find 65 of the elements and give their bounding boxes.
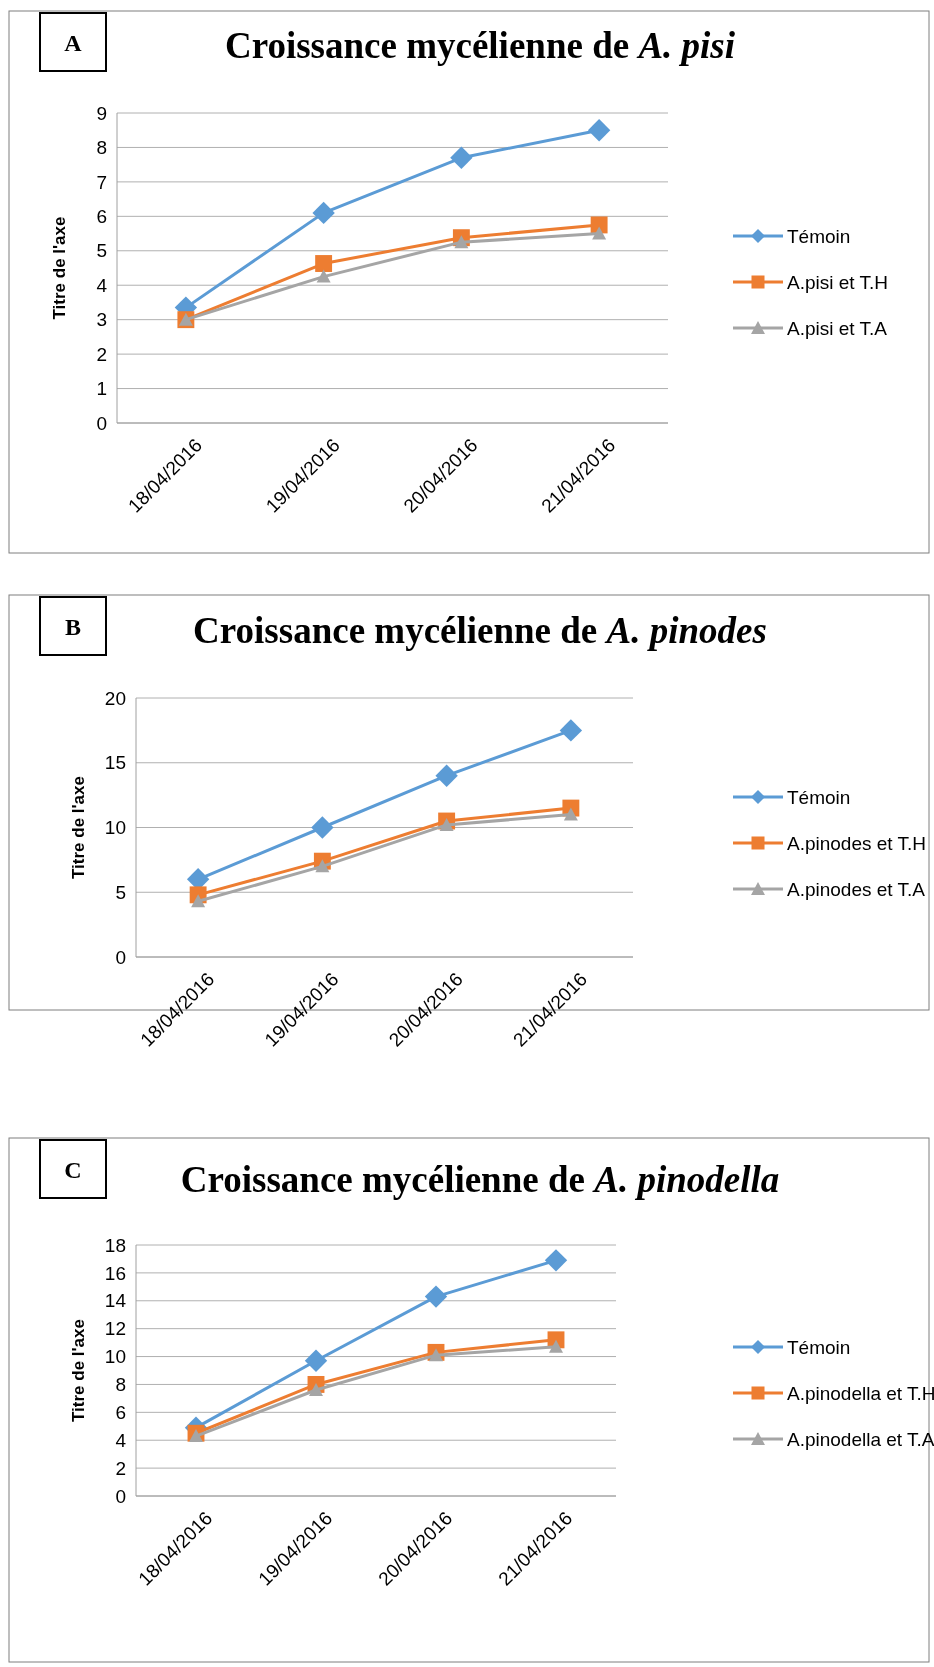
point xyxy=(189,1429,203,1443)
point xyxy=(544,1249,568,1272)
legend-label: Témoin xyxy=(787,225,851,247)
y-tick-label: 5 xyxy=(115,881,126,903)
legend-label: A.pisi et T.A xyxy=(787,317,888,339)
y-tick-label: 5 xyxy=(96,240,107,262)
y-tick-label: 18 xyxy=(104,1234,126,1256)
chart-title: Croissance mycélienne de A. pisi xyxy=(224,25,736,66)
y-tick-label: 16 xyxy=(104,1262,126,1284)
y-tick-label: 8 xyxy=(96,137,107,159)
y-tick-label: 14 xyxy=(104,1290,127,1312)
point xyxy=(424,1285,448,1308)
chart-title: Croissance mycélienne de A. pinodes xyxy=(193,610,767,651)
point xyxy=(304,1349,328,1372)
y-tick-label: 6 xyxy=(96,205,107,227)
point xyxy=(316,269,331,283)
y-axis-title: Titre de l'axe xyxy=(69,776,88,879)
point xyxy=(563,807,578,821)
y-tick-label: 3 xyxy=(96,309,107,331)
legend-label: A.pisi et T.H xyxy=(787,271,889,293)
text: B xyxy=(64,614,82,640)
point xyxy=(454,235,469,249)
y-tick-label: 10 xyxy=(104,1346,126,1368)
legend-label: Témoin xyxy=(787,786,851,808)
point xyxy=(191,894,206,908)
point xyxy=(587,119,611,142)
point xyxy=(450,146,473,169)
legend-label: Témoin xyxy=(787,1336,851,1358)
y-tick-label: 12 xyxy=(104,1318,126,1340)
y-tick-label: 9 xyxy=(96,102,107,124)
y-tick-label: 2 xyxy=(115,1457,126,1479)
point xyxy=(315,859,330,873)
legend-label: A.pinodes et T.H xyxy=(787,832,927,854)
y-tick-label: 0 xyxy=(115,946,126,968)
y-tick-label: 0 xyxy=(115,1485,126,1507)
point xyxy=(429,1348,443,1362)
y-tick-label: 8 xyxy=(115,1374,126,1396)
point xyxy=(309,1383,323,1397)
y-tick-label: 1 xyxy=(96,378,107,400)
point xyxy=(439,817,454,831)
point xyxy=(590,216,608,234)
legend-label: A.pinodella et T.A xyxy=(787,1428,934,1450)
point xyxy=(592,226,607,240)
y-tick-label: 6 xyxy=(115,1401,126,1423)
y-tick-label: 20 xyxy=(104,687,126,709)
y-tick-label: 7 xyxy=(96,171,107,193)
y-axis-title: Titre de l'axe xyxy=(69,1319,88,1422)
point xyxy=(312,201,335,225)
chart-title: Croissance mycélienne de A. pinodella xyxy=(180,1159,780,1200)
point xyxy=(435,764,458,787)
y-axis-title: Titre de l'axe xyxy=(50,216,69,320)
point xyxy=(311,816,334,839)
y-tick-label: 15 xyxy=(104,752,126,774)
y-tick-label: 4 xyxy=(115,1429,127,1451)
y-tick-label: 2 xyxy=(96,343,107,365)
legend-label: A.pinodes et T.A xyxy=(787,878,926,900)
point xyxy=(315,255,333,272)
y-tick-label: 10 xyxy=(104,817,126,839)
point xyxy=(559,719,583,742)
text: A xyxy=(64,30,83,56)
point xyxy=(549,1339,563,1353)
y-tick-label: 0 xyxy=(96,412,107,434)
legend-label: A.pinodella et T.H xyxy=(787,1382,934,1404)
text: C xyxy=(64,1157,82,1183)
y-tick-label: 4 xyxy=(96,274,108,296)
